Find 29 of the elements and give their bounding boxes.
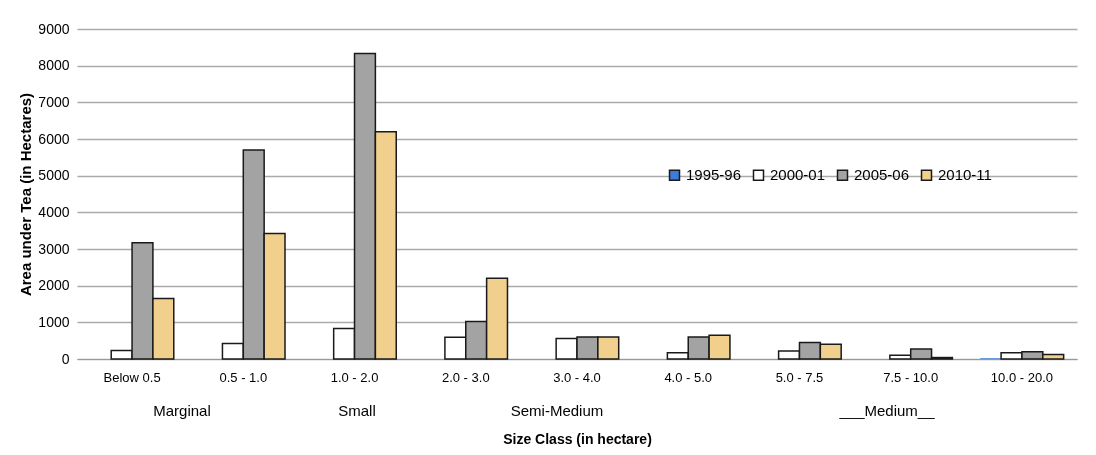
text: Semi-Medium: [510, 402, 604, 419]
y-tick-label: 4000: [38, 203, 70, 220]
y-tick-label: 5000: [38, 167, 70, 184]
x-tick-label: 4.0 - 5.0: [664, 369, 713, 385]
text: ___Medium__: [838, 402, 936, 419]
x-tick-label: 10.0 - 20.0: [990, 369, 1054, 385]
y-tick-label: 1000: [38, 313, 70, 330]
x-axis-title: Size Class (in hectare): [503, 430, 652, 447]
x-tick-label: 1.0 - 2.0: [330, 369, 379, 385]
x-tick-label: 7.5 - 10.0: [883, 369, 939, 385]
y-tick-label: 3000: [38, 240, 70, 257]
text: Marginal: [153, 402, 211, 419]
y-tick-label: 9000: [38, 20, 70, 37]
y-tick-label: 0: [61, 350, 70, 367]
x-tick-label: 3.0 - 4.0: [553, 369, 601, 385]
y-tick-label: 8000: [38, 57, 70, 74]
legend-label: 2005-06: [854, 166, 910, 184]
x-tick-label: 2.0 - 3.0: [441, 369, 490, 385]
text: Small: [338, 402, 376, 419]
x-tick-label: 0.5 - 1.0: [219, 369, 268, 385]
y-axis-title: Area under Tea (in Hectares): [17, 92, 35, 297]
y-tick-label: 7000: [38, 93, 70, 110]
y-tick-label: 6000: [38, 130, 70, 147]
x-tick-label: 5.0 - 7.5: [775, 369, 824, 385]
legend-label: 2000-01: [770, 166, 826, 184]
x-tick-label: Below 0.5: [103, 369, 161, 385]
legend-label: 1995-96: [686, 166, 742, 184]
legend-label: 2010-11: [938, 166, 992, 184]
y-tick-label: 2000: [38, 277, 70, 294]
